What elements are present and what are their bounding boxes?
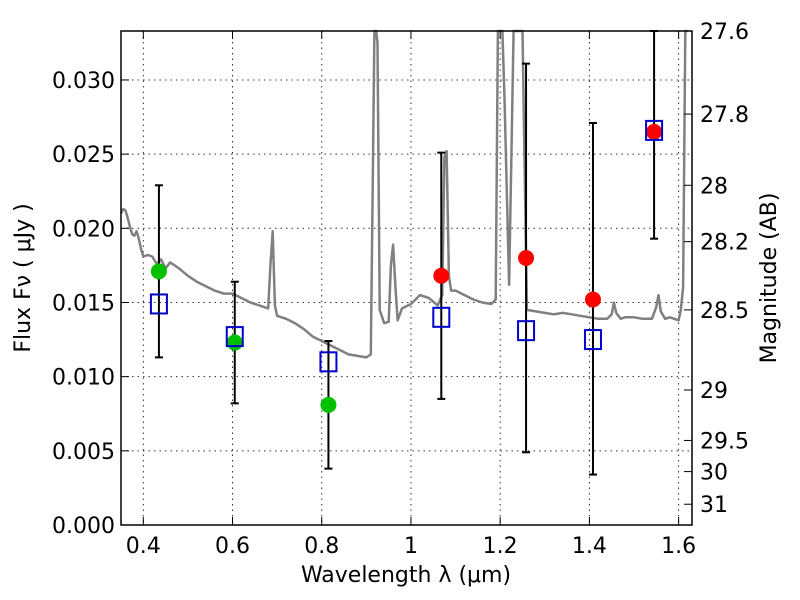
y2-tick-label: 31 [700,493,728,518]
data-point [320,396,337,413]
y2-tick-label: 27.8 [700,103,749,128]
y-tick-label: 0.025 [52,143,115,168]
y2-tick-label: 30 [700,461,728,486]
y2-tick-label: 29.5 [700,429,749,454]
x-axis-ticks: 0.4 0.6 0.8 1 1.2 1.4 1.6 [126,31,696,559]
data-point [646,123,663,140]
grid [121,31,692,525]
model-spectrum-layer [119,29,688,359]
data-point [433,267,450,284]
marker-layer [149,119,664,413]
y-tick-label: 0.010 [52,366,115,391]
y-tick-label: 0.030 [52,69,115,94]
y2-axis-title: Magnitude (AB) [757,193,782,364]
y-tick-label: 0.020 [52,217,115,242]
x-tick-label: 1 [404,534,418,559]
y-axis-ticks: 0.000 0.005 0.010 0.015 0.020 0.025 0.030 [52,69,129,539]
y2-tick-label: 29 [700,379,728,404]
model-photometry-square [225,326,244,348]
y-tick-label: 0.015 [52,291,115,316]
model-spectrum-line [119,29,688,359]
x-tick-label: 0.8 [304,534,339,559]
y2-tick-label: 27.6 [700,20,749,45]
model-photometry-square [517,320,536,342]
x-tick-label: 1.2 [483,534,518,559]
errorbar-layer [154,30,659,476]
y-tick-label: 0.000 [52,514,115,539]
model-photometry-square [432,306,451,328]
y2-axis-ticks: 27.6 27.8 28 28.2 28.5 29 29.5 30 31 [684,20,749,518]
model-photometry-square [319,351,338,373]
x-axis-title: Wavelength λ (μm) [301,563,511,588]
model-photometry-square [583,329,602,351]
y-tick-label: 0.005 [52,440,115,465]
data-point [226,334,243,351]
data-point [518,249,535,266]
x-tick-label: 1.4 [572,534,607,559]
x-tick-label: 0.4 [126,534,161,559]
data-point [584,291,601,308]
y2-tick-label: 28 [700,174,728,199]
y2-tick-label: 28.2 [700,231,749,256]
model-photometry-square [645,119,664,141]
y-axis-title: Flux Fν ( μJy ) [11,203,36,352]
data-point [150,263,167,280]
x-tick-label: 0.6 [215,534,250,559]
y2-tick-label: 28.5 [700,299,749,324]
model-photometry-square [149,293,168,315]
x-tick-label: 1.6 [661,534,696,559]
plot-frame [120,30,693,526]
